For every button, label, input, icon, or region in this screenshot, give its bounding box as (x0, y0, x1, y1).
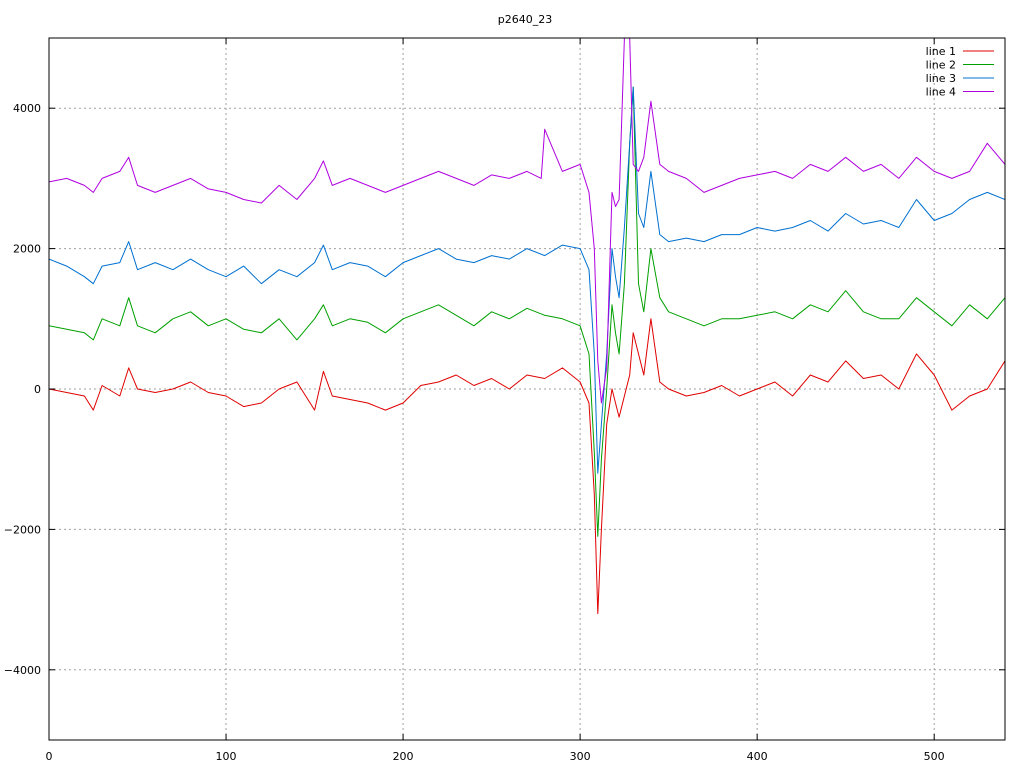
legend-label: line 4 (926, 86, 956, 99)
series-group (49, 38, 1005, 615)
chart-title: p2640_23 (498, 13, 552, 26)
series-line-4 (49, 38, 1005, 404)
x-tick-label: 500 (924, 750, 945, 763)
y-tick-label: 0 (34, 383, 41, 396)
y-tick-label: −4000 (4, 664, 41, 677)
axis-ticks: 0 100 200 300 400 500 −4000 −2000 0 2000 4000 (4, 38, 1005, 763)
grid (49, 38, 1005, 740)
legend-label: line 3 (926, 72, 956, 85)
legend-label: line 2 (926, 59, 956, 72)
x-tick-label: 0 (46, 750, 53, 763)
x-tick-label: 300 (570, 750, 591, 763)
x-tick-label: 200 (393, 750, 414, 763)
series-line-2 (49, 86, 1005, 537)
series-line-1 (49, 318, 1005, 615)
series-line-3 (49, 86, 1005, 474)
x-tick-label: 100 (216, 750, 237, 763)
y-tick-label: 2000 (13, 243, 41, 256)
x-tick-label: 400 (747, 750, 768, 763)
y-tick-label: −2000 (4, 523, 41, 536)
y-tick-label: 4000 (13, 102, 41, 115)
legend-label: line 1 (926, 45, 956, 58)
